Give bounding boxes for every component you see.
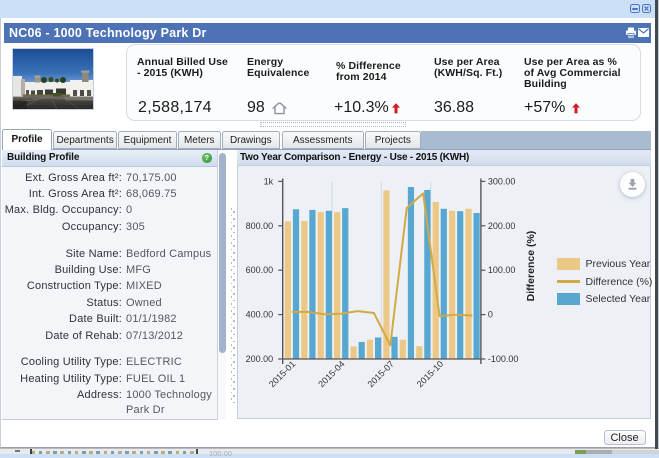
svg-text:300.00: 300.00 (487, 176, 515, 186)
svg-text:400.00: 400.00 (245, 310, 273, 320)
svg-text:100.00: 100.00 (487, 265, 515, 275)
svg-text:200.00: 200.00 (487, 221, 515, 231)
svg-text:800.00: 800.00 (245, 221, 273, 231)
svg-text:1k: 1k (263, 176, 273, 186)
svg-text:2015-07: 2015-07 (365, 359, 395, 389)
svg-text:-100.00: -100.00 (487, 354, 518, 364)
svg-text:0: 0 (487, 310, 492, 320)
svg-text:600.00: 600.00 (245, 265, 273, 275)
svg-text:200.00: 200.00 (245, 354, 273, 364)
svg-text:2015-04: 2015-04 (316, 359, 346, 389)
svg-text:2015-10: 2015-10 (414, 359, 444, 389)
